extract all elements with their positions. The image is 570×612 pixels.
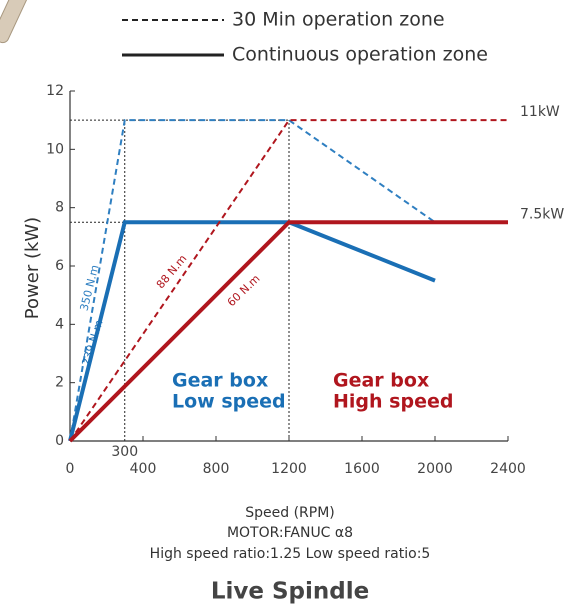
annotation: Gear box [172,370,268,392]
subtitle: MOTOR:FANUC α8 [227,525,353,541]
annotation: Low speed [172,391,286,413]
x-tick-label: 800 [203,461,230,477]
legend-label: 30 Min operation zone [232,9,445,31]
x-tick-label: 2400 [490,461,526,477]
x-tick-label: 1200 [271,461,307,477]
x-axis-label: Speed (RPM) [245,505,335,521]
annotation: 239 N.m [79,319,105,368]
x-tick-label: 400 [130,461,157,477]
legend-label: Continuous operation zone [232,44,488,66]
chart-title: Live Spindle [211,579,369,605]
annotation: High speed [333,391,453,413]
x-tick-label: 1600 [344,461,380,477]
y-tick-label: 2 [55,375,64,391]
reference-label: 7.5kW [520,206,564,222]
y-tick-label: 4 [55,316,64,332]
page: {"chart_data": { "type": "line", "title"… [0,0,570,612]
reference-label: 11kW [520,104,560,120]
annotation: 88 N.m [154,252,190,291]
chart: Speed (RPM) MOTOR:FANUC α8 High speed ra… [0,0,570,612]
annotation: 60 N.m [225,272,263,309]
y-axis-label: Power (kW) [22,217,43,319]
y-tick-label: 6 [55,258,64,274]
reference-tick-label: 300 [111,444,138,460]
subtitle: High speed ratio:1.25 Low speed ratio:5 [150,546,431,562]
annotation: 350 N.m [78,264,102,313]
y-tick-label: 0 [55,433,64,449]
tool-image [0,0,30,45]
x-tick-label: 2000 [417,461,453,477]
y-tick-label: 12 [46,83,64,99]
y-tick-label: 8 [55,200,64,216]
annotation: Gear box [333,370,429,392]
y-tick-label: 10 [46,141,64,157]
x-tick-label: 0 [66,461,75,477]
